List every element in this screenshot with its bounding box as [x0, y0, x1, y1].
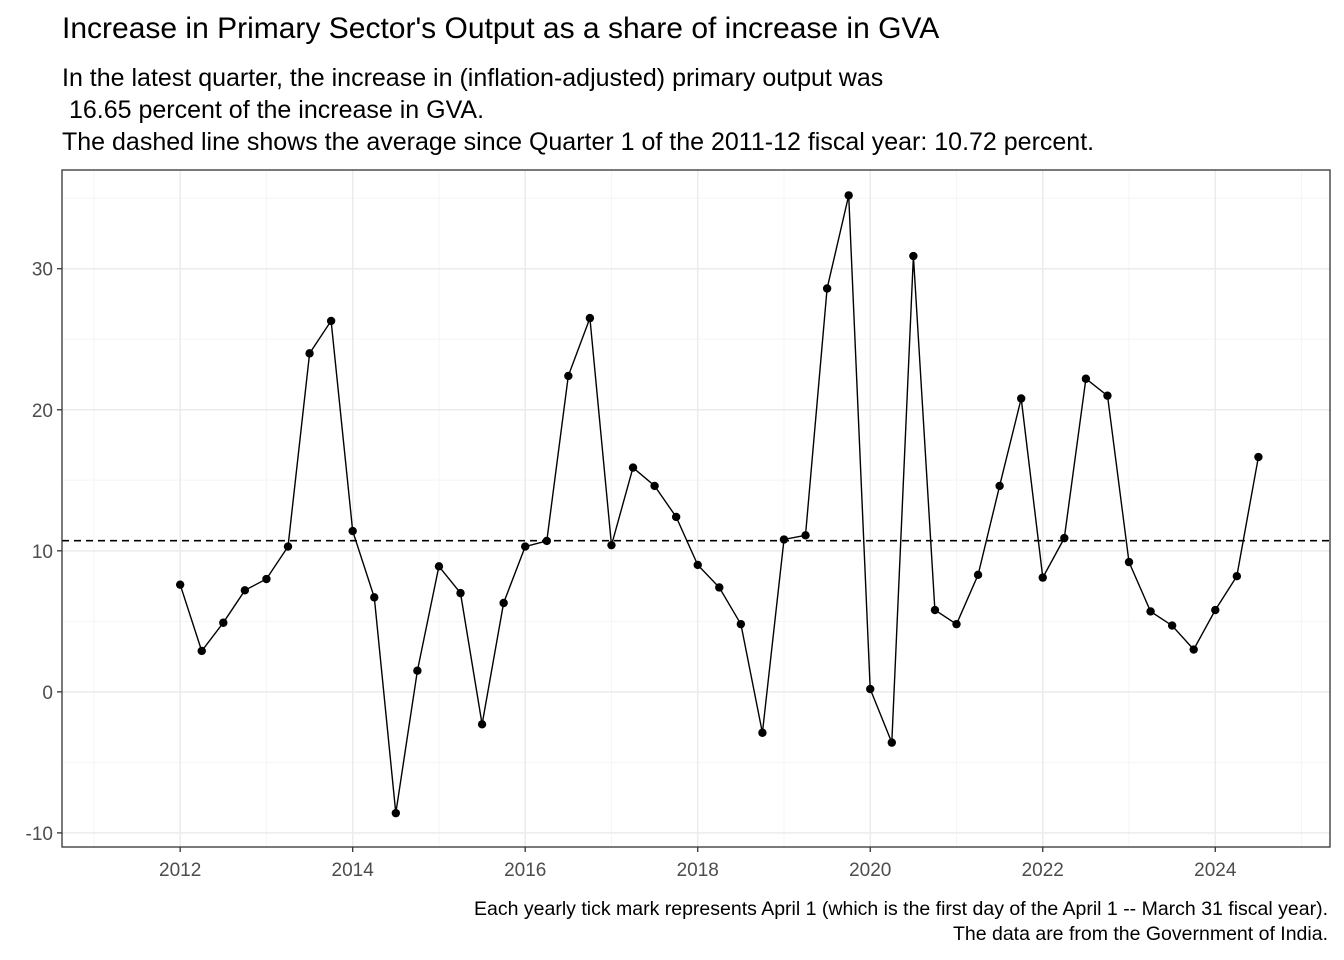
data-point — [348, 526, 357, 536]
data-point — [736, 619, 746, 629]
data-point — [499, 598, 508, 608]
x-tick-label: 2024 — [1194, 860, 1237, 881]
data-point — [1038, 573, 1047, 582]
data-point — [326, 316, 336, 326]
x-tick-label: 2012 — [159, 860, 201, 881]
data-point — [413, 666, 422, 675]
chart-subtitle: In the latest quarter, the increase in (… — [62, 62, 1094, 158]
chart-title: Increase in Primary Sector's Output as a… — [62, 12, 940, 45]
data-point — [197, 646, 206, 656]
data-point — [952, 619, 961, 629]
caption-line-1: Each yearly tick mark represents April 1… — [474, 898, 1328, 920]
caption-line-2: The data are from the Government of Indi… — [952, 923, 1328, 945]
subtitle-line-2: 16.65 percent of the increase in GVA. — [62, 96, 485, 124]
data-point — [1060, 533, 1069, 543]
data-point — [973, 570, 983, 579]
data-point — [628, 463, 638, 472]
y-tick-label: -10 — [26, 824, 53, 845]
data-point — [1254, 452, 1263, 462]
data-point — [801, 531, 810, 540]
data-point — [283, 542, 293, 551]
data-point — [262, 574, 271, 584]
data-point — [434, 562, 444, 571]
series-line — [179, 195, 1260, 814]
data-point — [693, 560, 702, 570]
data-point — [1016, 394, 1026, 403]
data-point — [607, 540, 616, 550]
data-point — [391, 808, 401, 818]
data-point — [866, 684, 875, 694]
y-tick-label: 20 — [32, 401, 53, 422]
data-point — [1211, 605, 1220, 615]
data-point — [1146, 607, 1155, 616]
x-tick-label: 2022 — [1022, 860, 1064, 881]
data-point — [240, 586, 250, 595]
data-point — [758, 728, 767, 737]
x-tick-label: 2016 — [504, 860, 546, 881]
data-point — [671, 512, 681, 522]
chart-caption: Each yearly tick mark represents April 1… — [474, 897, 1328, 947]
data-point — [1167, 621, 1177, 630]
data-point — [844, 191, 853, 200]
data-point — [1189, 645, 1198, 654]
data-point — [995, 481, 1004, 491]
data-point — [715, 583, 724, 592]
data-point — [477, 720, 487, 729]
data-point — [822, 284, 832, 293]
data-point — [564, 371, 573, 381]
y-tick-label: 10 — [32, 542, 53, 563]
data-point — [1232, 572, 1242, 581]
x-tick-label: 2020 — [849, 860, 891, 881]
data-point — [779, 535, 789, 544]
subtitle-line-3: The dashed line shows the average since … — [62, 128, 1095, 156]
data-point — [542, 536, 551, 546]
data-point — [219, 618, 228, 627]
data-point — [930, 605, 940, 615]
data-point — [370, 593, 379, 602]
y-tick-label: 0 — [42, 683, 53, 704]
x-tick-label: 2018 — [677, 860, 719, 881]
data-point — [305, 349, 314, 358]
data-point — [909, 251, 918, 261]
data-point — [175, 580, 185, 589]
data-point — [650, 481, 659, 491]
data-point — [1103, 391, 1112, 400]
panel-border — [61, 169, 1331, 848]
data-point — [1124, 557, 1134, 567]
subtitle-line-1: In the latest quarter, the increase in (… — [62, 64, 884, 92]
y-tick-label: 30 — [32, 260, 53, 281]
data-point — [887, 738, 897, 747]
x-tick-label: 2014 — [332, 860, 375, 881]
data-point — [521, 542, 530, 551]
data-point — [585, 313, 595, 323]
data-point — [1081, 374, 1091, 383]
data-point — [456, 588, 465, 598]
